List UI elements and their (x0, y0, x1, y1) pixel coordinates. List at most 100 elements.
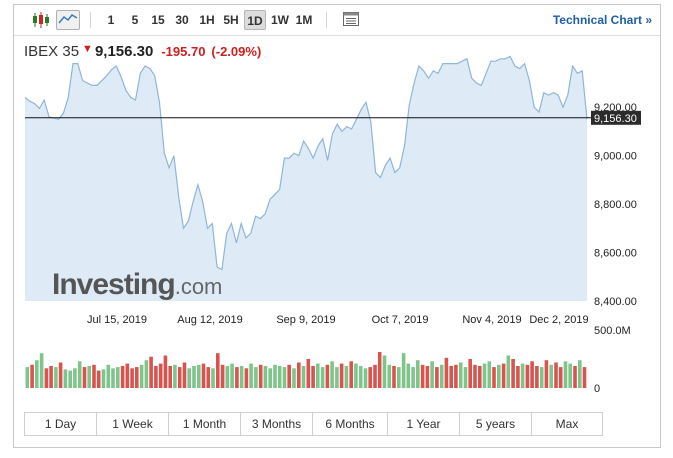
volume-bar (254, 367, 258, 388)
interval-5[interactable]: 5 (131, 13, 139, 27)
volume-bar (177, 367, 182, 388)
volume-bar (68, 370, 72, 388)
volume-bar (230, 363, 234, 388)
interval-30[interactable]: 30 (175, 13, 189, 27)
volume-bar (154, 366, 158, 388)
volume-bar (106, 364, 111, 388)
range-max[interactable]: Max (532, 413, 602, 435)
volume-bar (578, 360, 582, 388)
volume-bar (244, 368, 249, 388)
range-1-month[interactable]: 1 Month (169, 413, 241, 435)
volume-bar (216, 353, 220, 388)
volume-bar (197, 364, 201, 388)
volume-bar (478, 366, 482, 388)
volume-bar (268, 368, 272, 388)
volume-bar (325, 364, 330, 388)
range-6-months[interactable]: 6 Months (313, 413, 388, 435)
volume-bar (301, 366, 306, 388)
range-5-years[interactable]: 5 years (460, 413, 532, 435)
volume-bar (354, 363, 358, 388)
volume-bar (125, 363, 130, 388)
current-price-badge (591, 110, 641, 125)
interval-15[interactable]: 15 (151, 13, 165, 27)
volume-bar (101, 369, 106, 388)
volume-bar (358, 366, 363, 388)
technical-chart-link[interactable]: Technical Chart » (552, 13, 652, 27)
volume-bar (44, 368, 49, 388)
volume-bar (249, 363, 253, 388)
price-chart[interactable]: 9,200.009,000.008,800.008,600.008,400.00… (14, 5, 660, 405)
volume-bar (539, 367, 544, 388)
price-area (25, 56, 587, 302)
volume-bar (282, 367, 287, 388)
time-range-selector: 1 Day 1 Week 1 Month 3 Months 6 Months 1… (24, 412, 603, 436)
volume-bar (173, 364, 177, 388)
logo-suffix: .com (174, 274, 223, 299)
range-1-year[interactable]: 1 Year (388, 413, 460, 435)
interval-1h[interactable]: 1H (199, 13, 215, 27)
volume-bar (201, 363, 206, 388)
last-price: 9,156.30 (94, 43, 154, 60)
range-1-week[interactable]: 1 Week (97, 413, 169, 435)
volume-bar (73, 368, 77, 388)
volume-bar (182, 362, 187, 388)
volume-bar (411, 367, 415, 388)
volume-bar (120, 366, 125, 388)
volume-bar (516, 366, 520, 388)
volume-bar (401, 353, 406, 388)
volume-bar (239, 366, 244, 388)
volume-bar (525, 364, 530, 388)
volume-bar (235, 367, 239, 388)
volume-bar (139, 364, 144, 388)
volume-bar (168, 366, 172, 388)
volume-bar (39, 353, 44, 388)
volume-bar (54, 367, 58, 388)
volume-tick-label: 0 (594, 383, 600, 395)
volume-bar (149, 356, 153, 388)
volume-bar (420, 364, 425, 388)
volume-bar (225, 366, 230, 388)
range-3-months[interactable]: 3 Months (241, 413, 313, 435)
volume-bar (116, 367, 120, 388)
volume-bar (382, 355, 387, 388)
area-chart-icon[interactable] (56, 10, 80, 30)
volume-bar (111, 368, 115, 388)
volume-bar (425, 366, 430, 388)
investing-logo: Investing.com (52, 268, 222, 302)
price-tick-label: 9,000.00 (594, 151, 637, 163)
volume-bar (82, 367, 87, 388)
volume-bar (335, 367, 339, 388)
volume-bar (49, 366, 53, 388)
volume-bar (211, 368, 215, 388)
volume-bar (492, 367, 496, 388)
price-line (24, 55, 588, 271)
volume-bar (311, 366, 315, 388)
volume-bar (87, 366, 91, 388)
volume-bar (187, 368, 191, 388)
volume-bar (349, 361, 353, 388)
volume-bar (206, 367, 211, 388)
volume-bar (63, 369, 68, 388)
volume-bar (339, 363, 344, 388)
interval-1[interactable]: 1 (107, 13, 115, 27)
interval-5h[interactable]: 5H (223, 13, 239, 27)
price-tick-label: 8,800.00 (594, 199, 637, 211)
table-view-icon[interactable] (340, 10, 362, 30)
interval-1d[interactable]: 1D (244, 10, 266, 30)
price-change: -195.70 (161, 44, 206, 59)
range-1-day[interactable]: 1 Day (25, 413, 97, 435)
candlestick-icon[interactable] (30, 10, 52, 30)
interval-1w[interactable]: 1W (271, 13, 289, 27)
volume-bar (163, 355, 168, 388)
chart-widget: 1 5 15 30 1H 5H 1D 1W 1M Technical Chart… (13, 4, 661, 448)
volume-bar (92, 364, 96, 388)
price-tick-label: 8,400.00 (594, 296, 637, 308)
volume-bar (463, 367, 468, 388)
interval-1m[interactable]: 1M (295, 13, 313, 27)
volume-bar (473, 364, 477, 388)
volume-bar (406, 363, 411, 388)
volume-bar (96, 370, 101, 388)
volume-bar (292, 368, 296, 388)
chart-toolbar: 1 5 15 30 1H 5H 1D 1W 1M Technical Chart… (14, 5, 660, 36)
volume-bar (287, 364, 291, 388)
